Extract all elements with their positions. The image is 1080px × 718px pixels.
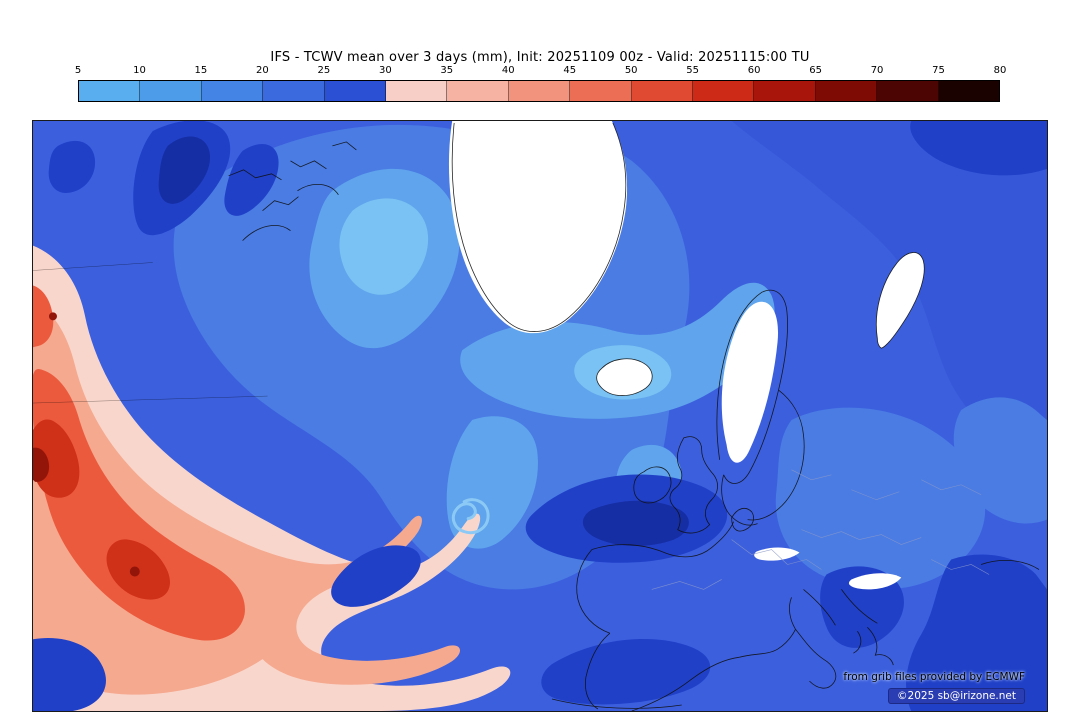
plume-60-65 [33, 312, 140, 577]
colorbar-tick-label: 55 [686, 65, 700, 76]
colorbar-tick-label: 25 [317, 65, 331, 76]
colorbar-segment [508, 81, 571, 101]
colorbar-segment [201, 81, 264, 101]
colorbar-tick-label: 10 [133, 65, 146, 76]
colorbar-segment [570, 81, 632, 101]
colorbar-segment [140, 81, 202, 101]
colorbar-tick-label: 40 [501, 65, 515, 76]
colorbar-tick-label: 5 [74, 65, 82, 76]
colorbar-tick-label: 30 [378, 65, 392, 76]
colorbar-tick-label: 50 [624, 65, 638, 76]
dry-white-areas [448, 121, 925, 590]
colorbar-tick-label: 20 [256, 65, 269, 76]
colorbar-segment [877, 81, 939, 101]
colorbar-tick-label: 60 [747, 65, 761, 76]
colorbar-segment [386, 81, 448, 101]
credit-copyright: ©2025 sb@irizone.net [888, 688, 1025, 704]
colorbar-ticks: 5 10 15 20 25 30 35 40 45 50 55 60 65 70 75 80 [74, 64, 1007, 80]
colorbar-tick-label: 35 [440, 65, 454, 76]
colorbar-tick-label: 70 [870, 65, 884, 76]
colorbar-tick-label: 65 [809, 65, 822, 76]
coastlines [228, 122, 1040, 711]
country-borders [651, 469, 990, 590]
colorbar-segment [693, 81, 755, 101]
graticule-lines [33, 262, 268, 404]
colorbar-tick-label: 75 [932, 65, 945, 76]
swirl-feature [451, 498, 490, 535]
colorbar-tick-label: 15 [194, 65, 208, 76]
colorbar-segment [938, 81, 1000, 101]
colorbar-tick-label: 45 [563, 65, 577, 76]
field-east [731, 121, 1047, 431]
colorbar-segment [754, 81, 816, 101]
colorbar: 5 10 15 20 25 30 35 40 45 50 55 60 65 70 75 80 [74, 64, 1007, 108]
colorbar-segment [324, 81, 387, 101]
colorbar-segment [79, 81, 141, 101]
colorbar-segment [815, 81, 878, 101]
field-25-30-core [158, 136, 689, 546]
colorbar-tick-label: 80 [993, 65, 1007, 76]
chart-title: IFS - TCWV mean over 3 days (mm), Init: … [270, 50, 810, 65]
colorbar-segment [447, 81, 509, 101]
map-canvas: from grib files provided by ECMWF ©2025 … [32, 120, 1048, 712]
colorbar-segment [263, 81, 325, 101]
colorbar-segment [631, 81, 694, 101]
credit-provider: from grib files provided by ECMWF [843, 671, 1025, 683]
plume-45-55 [33, 285, 245, 641]
colorbar-bar [78, 80, 1000, 102]
tcwv-contour-map [33, 121, 1047, 711]
